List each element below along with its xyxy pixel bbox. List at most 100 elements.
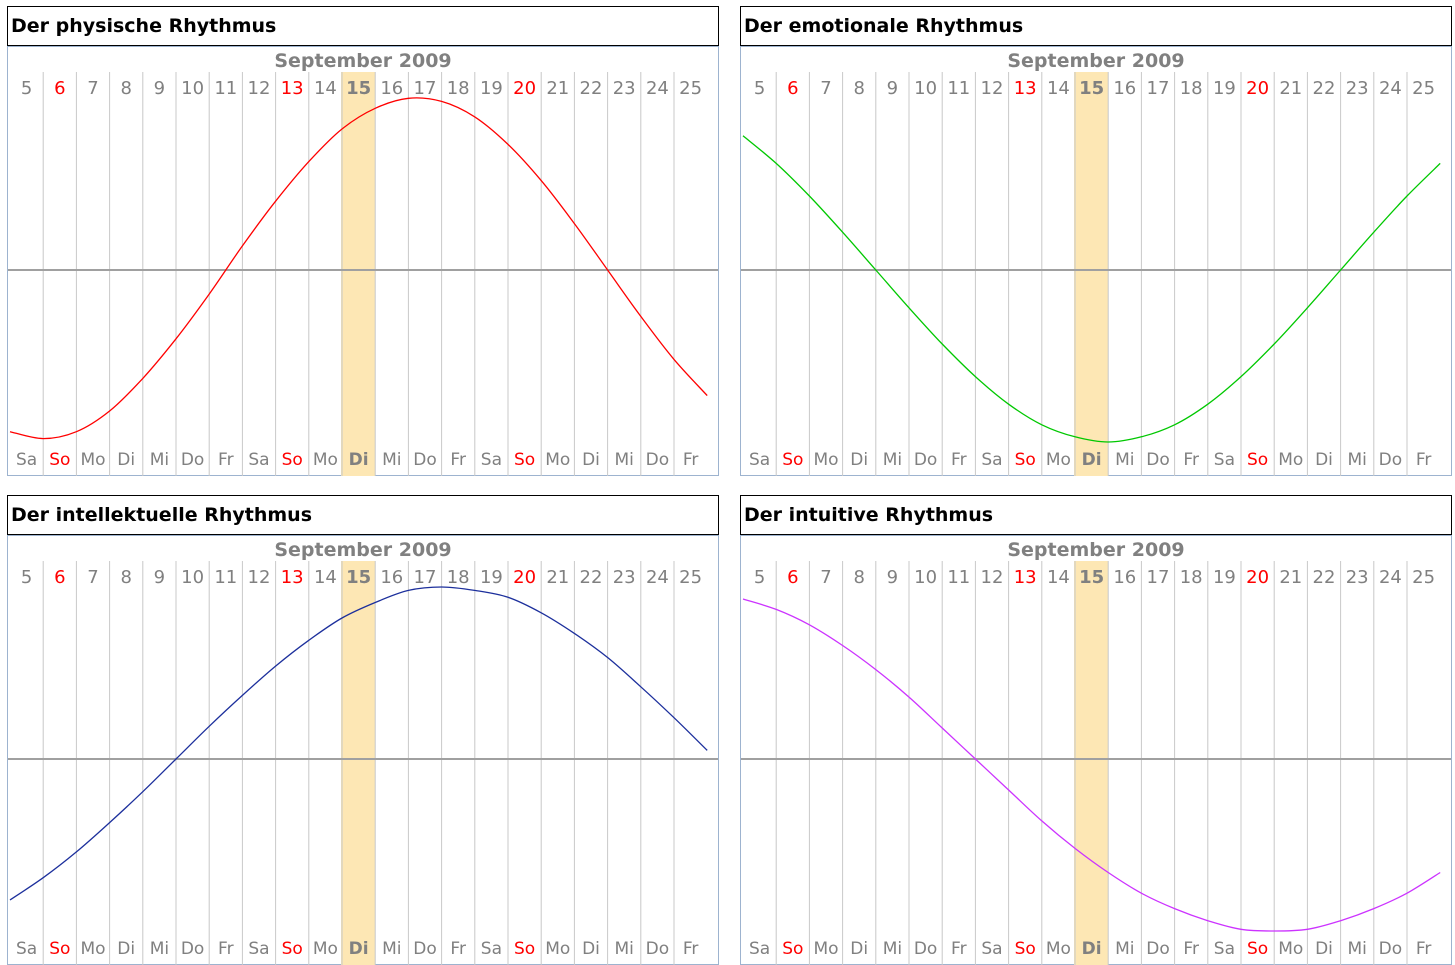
chart-panel-intellectual: Der intellektuelle Rhythmus September 20… xyxy=(7,495,719,965)
weekday-label: So xyxy=(1247,939,1268,959)
weekday-label: Do xyxy=(1379,939,1403,959)
weekday-label: Mo xyxy=(813,939,838,959)
day-number-label: 24 xyxy=(646,567,669,588)
day-number-label: 21 xyxy=(546,78,569,99)
day-number-label: 24 xyxy=(646,78,669,99)
day-number-label: 24 xyxy=(1379,78,1402,99)
weekday-label: Do xyxy=(914,939,938,959)
day-number-label: 5 xyxy=(754,567,765,588)
day-number-label: 16 xyxy=(380,78,403,99)
weekday-label: Do xyxy=(1379,450,1403,470)
day-number-label: 22 xyxy=(580,78,603,99)
day-number-label: 17 xyxy=(1147,567,1170,588)
chart-panel-emotional: Der emotionale Rhythmus September 2009 5 S… xyxy=(740,6,1452,476)
weekday-label: Fr xyxy=(450,939,466,959)
weekday-label: So xyxy=(1015,939,1036,959)
day-number-label: 25 xyxy=(1412,567,1435,588)
weekday-label: Sa xyxy=(16,450,37,470)
weekday-label: Di xyxy=(1315,939,1333,959)
weekday-label: Mo xyxy=(545,939,570,959)
day-number-label: 23 xyxy=(1346,567,1369,588)
weekday-label: Mi xyxy=(150,450,169,470)
chart-panel-physical: Der physische Rhythmus September 2009 5 Sa… xyxy=(7,6,719,476)
weekday-label: Fr xyxy=(683,939,699,959)
day-number-label: 12 xyxy=(981,567,1004,588)
day-number-label: 7 xyxy=(820,78,831,99)
chart-panel-intuitive: Der intuitive Rhythmus September 2009 5 Sa… xyxy=(740,495,1452,965)
day-number-label: 19 xyxy=(1213,567,1236,588)
day-number-label: 6 xyxy=(787,567,798,588)
weekday-label: So xyxy=(514,939,535,959)
weekday-label: Di xyxy=(349,450,369,470)
weekday-label: Do xyxy=(914,450,938,470)
day-number-label: 16 xyxy=(380,567,403,588)
day-number-label: 11 xyxy=(214,78,237,99)
day-number-label: 15 xyxy=(1079,567,1104,588)
day-number-label: 9 xyxy=(154,78,165,99)
weekday-label: Di xyxy=(349,939,369,959)
weekday-label: Do xyxy=(1146,939,1170,959)
weekday-label: Di xyxy=(582,450,600,470)
day-number-label: 7 xyxy=(87,78,98,99)
day-number-label: 9 xyxy=(887,567,898,588)
day-number-label: 11 xyxy=(947,567,970,588)
chart-title: Der intellektuelle Rhythmus xyxy=(7,495,719,535)
day-number-label: 17 xyxy=(414,567,437,588)
day-number-label: 14 xyxy=(1047,78,1070,99)
weekday-label: Di xyxy=(582,939,600,959)
weekday-label: Di xyxy=(1315,450,1333,470)
weekday-label: Fr xyxy=(1183,450,1199,470)
day-number-label: 12 xyxy=(248,567,271,588)
weekday-label: Mi xyxy=(883,939,902,959)
weekday-label: So xyxy=(1247,450,1268,470)
day-number-label: 9 xyxy=(154,567,165,588)
day-number-label: 8 xyxy=(853,78,864,99)
today-highlight xyxy=(341,561,376,965)
day-number-label: 13 xyxy=(1014,567,1037,588)
weekday-label: Sa xyxy=(1214,450,1235,470)
weekday-label: Mo xyxy=(1278,939,1303,959)
day-number-label: 20 xyxy=(513,78,536,99)
weekday-label: Sa xyxy=(1214,939,1235,959)
weekday-label: Di xyxy=(1082,450,1102,470)
weekday-label: Di xyxy=(117,450,135,470)
day-number-label: 7 xyxy=(820,567,831,588)
day-number-label: 11 xyxy=(214,567,237,588)
day-number-label: 21 xyxy=(546,567,569,588)
day-number-label: 6 xyxy=(787,78,798,99)
weekday-label: Di xyxy=(117,939,135,959)
weekday-label: Fr xyxy=(450,450,466,470)
intuitive-rhythm-chart: September 2009 5 Sa 6 So 7 Mo 8 Di 9 Mi 10 Do 11 Fr 12 S… xyxy=(741,539,1451,965)
weekday-label: Fr xyxy=(683,450,699,470)
weekday-label: Fr xyxy=(218,450,234,470)
weekday-label: Sa xyxy=(981,939,1002,959)
day-number-label: 10 xyxy=(181,78,204,99)
weekday-label: So xyxy=(282,939,303,959)
day-number-label: 17 xyxy=(414,78,437,99)
day-number-label: 13 xyxy=(1014,78,1037,99)
weekday-label: Do xyxy=(181,450,205,470)
day-number-label: 19 xyxy=(480,567,503,588)
weekday-label: Fr xyxy=(1416,939,1432,959)
day-number-label: 19 xyxy=(1213,78,1236,99)
day-number-label: 18 xyxy=(1180,78,1203,99)
day-number-label: 21 xyxy=(1279,78,1302,99)
day-number-label: 17 xyxy=(1147,78,1170,99)
day-number-label: 14 xyxy=(1047,567,1070,588)
weekday-label: Mi xyxy=(1115,939,1134,959)
day-number-label: 22 xyxy=(580,567,603,588)
day-number-label: 16 xyxy=(1113,567,1136,588)
month-header: September 2009 xyxy=(274,539,451,561)
weekday-label: Mi xyxy=(1115,450,1134,470)
weekday-label: Fr xyxy=(1416,450,1432,470)
day-number-label: 15 xyxy=(346,78,371,99)
weekday-label: Fr xyxy=(218,939,234,959)
weekday-label: So xyxy=(282,450,303,470)
day-number-label: 10 xyxy=(181,567,204,588)
today-highlight xyxy=(1074,72,1109,476)
weekday-label: Mi xyxy=(382,939,401,959)
weekday-label: Di xyxy=(850,939,868,959)
day-number-label: 10 xyxy=(914,78,937,99)
weekday-label: Mo xyxy=(80,450,105,470)
day-number-label: 21 xyxy=(1279,567,1302,588)
